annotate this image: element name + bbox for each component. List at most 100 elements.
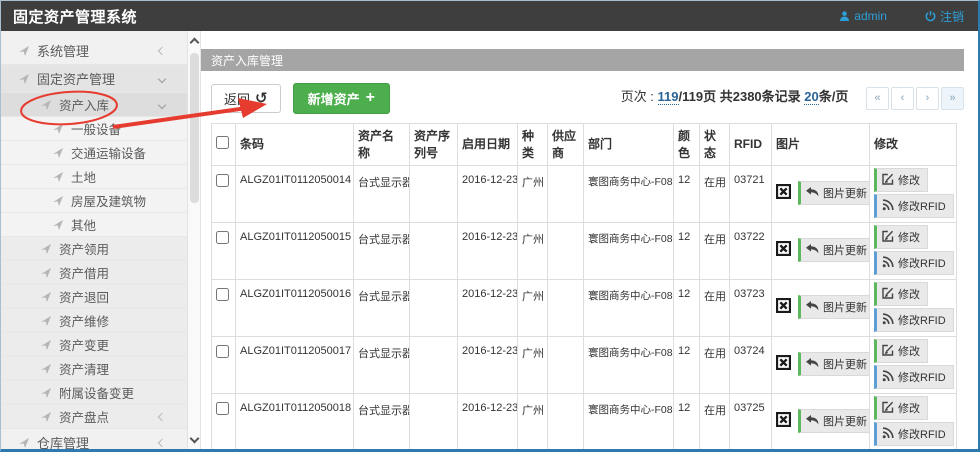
edit-rfid-button[interactable]: 修改RFID — [874, 194, 954, 218]
rfid-signal-icon — [882, 255, 894, 271]
back-button[interactable]: 返回 ↺ — [211, 83, 281, 113]
row-checkbox[interactable] — [216, 402, 229, 415]
sidebar-item-label: 土地 — [71, 171, 97, 185]
row-checkbox[interactable] — [216, 288, 229, 301]
cell-modify: 修改 修改RFID — [869, 165, 957, 223]
undo-arrow-icon: ↺ — [255, 89, 268, 107]
logout-link-label: 注销 — [939, 9, 964, 24]
cell-type: 广州 — [517, 222, 548, 280]
sidebar-item[interactable]: 资产清理 — [1, 357, 187, 381]
row-checkbox[interactable] — [216, 174, 229, 187]
pointer-icon — [41, 387, 51, 398]
sidebar-scrollbar[interactable] — [187, 31, 200, 449]
sidebar-item[interactable]: 固定资产管理 — [1, 65, 187, 93]
sidebar-item[interactable]: 房屋及建筑物 — [1, 189, 187, 213]
scrollbar-thumb[interactable] — [190, 53, 199, 203]
row-checkbox-cell — [211, 165, 236, 223]
edit-button-label: 修改 — [898, 403, 920, 415]
sidebar-item[interactable]: 一般设备 — [1, 117, 187, 141]
scroll-down-icon[interactable] — [189, 433, 200, 444]
sidebar-item[interactable]: 资产退回 — [1, 285, 187, 309]
logout-link[interactable]: 注销 — [925, 8, 964, 25]
edit-rfid-button[interactable]: 修改RFID — [874, 365, 954, 389]
edit-rfid-button-label: 修改RFID — [898, 372, 946, 384]
cell-serial — [409, 279, 458, 337]
sidebar-item[interactable]: 附属设备变更 — [1, 381, 187, 405]
sidebar-item-label: 资产退回 — [59, 291, 110, 305]
edit-rfid-button[interactable]: 修改RFID — [874, 251, 954, 275]
cell-name: 台式显示器 — [353, 336, 410, 394]
sidebar-item[interactable]: 资产入库 — [1, 93, 187, 117]
total-records: 共2380条记录 — [716, 89, 805, 105]
pointer-icon — [41, 339, 51, 350]
sidebar-item-label: 房屋及建筑物 — [71, 195, 147, 209]
row-checkbox[interactable] — [216, 345, 229, 358]
row-checkbox[interactable] — [216, 231, 229, 244]
sidebar-item[interactable]: 交通运输设备 — [1, 141, 187, 165]
sidebar-item[interactable]: 资产维修 — [1, 309, 187, 333]
last-page-button[interactable]: » — [941, 86, 964, 110]
cell-status: 在用 — [699, 222, 730, 280]
col-header-status: 状态 — [699, 123, 730, 166]
pointer-icon — [53, 123, 63, 134]
cell-picture: 图片更新 — [771, 165, 870, 223]
broken-image-icon — [776, 184, 791, 202]
plus-icon: + — [365, 88, 375, 106]
picture-update-button[interactable]: 图片更新 — [798, 352, 869, 376]
cell-serial — [409, 222, 458, 280]
picture-update-button[interactable]: 图片更新 — [798, 238, 869, 262]
cell-supplier — [547, 393, 584, 449]
cell-date: 2016-12-23 — [457, 393, 518, 449]
cell-modify: 修改 修改RFID — [869, 222, 957, 280]
sidebar-item-label: 仓库管理 — [37, 436, 90, 450]
edit-button[interactable]: 修改 — [874, 282, 928, 306]
sidebar-item[interactable]: 系统管理 — [1, 37, 187, 65]
col-header-picture: 图片 — [771, 123, 870, 166]
sidebar-item[interactable]: 资产领用 — [1, 237, 187, 261]
cell-name: 台式显示器 — [353, 279, 410, 337]
edit-button[interactable]: 修改 — [874, 339, 928, 363]
pointer-icon — [53, 195, 63, 206]
edit-button[interactable]: 修改 — [874, 225, 928, 249]
reply-arrow-icon — [806, 186, 819, 200]
select-all-checkbox[interactable] — [216, 135, 229, 149]
page-size-unit: 条/页 — [818, 89, 849, 105]
chevron-icon — [157, 74, 167, 83]
next-page-button[interactable]: › — [916, 86, 939, 110]
pointer-icon — [41, 291, 51, 302]
edit-button[interactable]: 修改 — [874, 168, 928, 192]
edit-rfid-button[interactable]: 修改RFID — [874, 422, 954, 446]
picture-update-button[interactable]: 图片更新 — [798, 409, 869, 433]
row-checkbox-cell — [211, 393, 236, 449]
sidebar-item[interactable]: 资产盘点 — [1, 405, 187, 429]
add-asset-button[interactable]: 新增资产 + — [292, 82, 390, 114]
cell-supplier — [547, 279, 584, 337]
first-page-button[interactable]: « — [866, 86, 889, 110]
cell-barcode: ALGZ01IT0112050015 — [235, 222, 354, 280]
sidebar-item[interactable]: 资产变更 — [1, 333, 187, 357]
page-size-number[interactable]: 20 — [804, 89, 819, 106]
add-asset-button-label: 新增资产 — [307, 91, 360, 107]
sidebar-item[interactable]: 土地 — [1, 165, 187, 189]
prev-page-button[interactable]: ‹ — [891, 86, 914, 110]
row-checkbox-cell — [211, 336, 236, 394]
edit-button-label: 修改 — [898, 289, 920, 301]
current-page-number[interactable]: 119 — [657, 89, 679, 106]
picture-update-button[interactable]: 图片更新 — [798, 181, 869, 205]
sidebar-item[interactable]: 资产借用 — [1, 261, 187, 285]
picture-update-button[interactable]: 图片更新 — [798, 295, 869, 319]
table-row: ALGZ01IT0112050017 台式显示器 2016-12-23 广州 寰… — [211, 336, 957, 394]
table-body: ALGZ01IT0112050014 台式显示器 2016-12-23 广州 寰… — [211, 165, 957, 449]
sidebar-item[interactable]: 其他 — [1, 213, 187, 237]
user-account-link[interactable]: admin — [839, 9, 887, 23]
rfid-signal-icon — [882, 312, 894, 328]
sidebar-item[interactable]: 仓库管理 — [1, 429, 187, 450]
cell-color: 12 — [673, 279, 700, 337]
edit-rfid-button[interactable]: 修改RFID — [874, 308, 954, 332]
edit-button[interactable]: 修改 — [874, 396, 928, 420]
scroll-up-icon[interactable] — [189, 37, 200, 48]
edit-rfid-button-label: 修改RFID — [898, 429, 946, 441]
edit-button-label: 修改 — [898, 346, 920, 358]
broken-image-icon — [776, 412, 791, 430]
